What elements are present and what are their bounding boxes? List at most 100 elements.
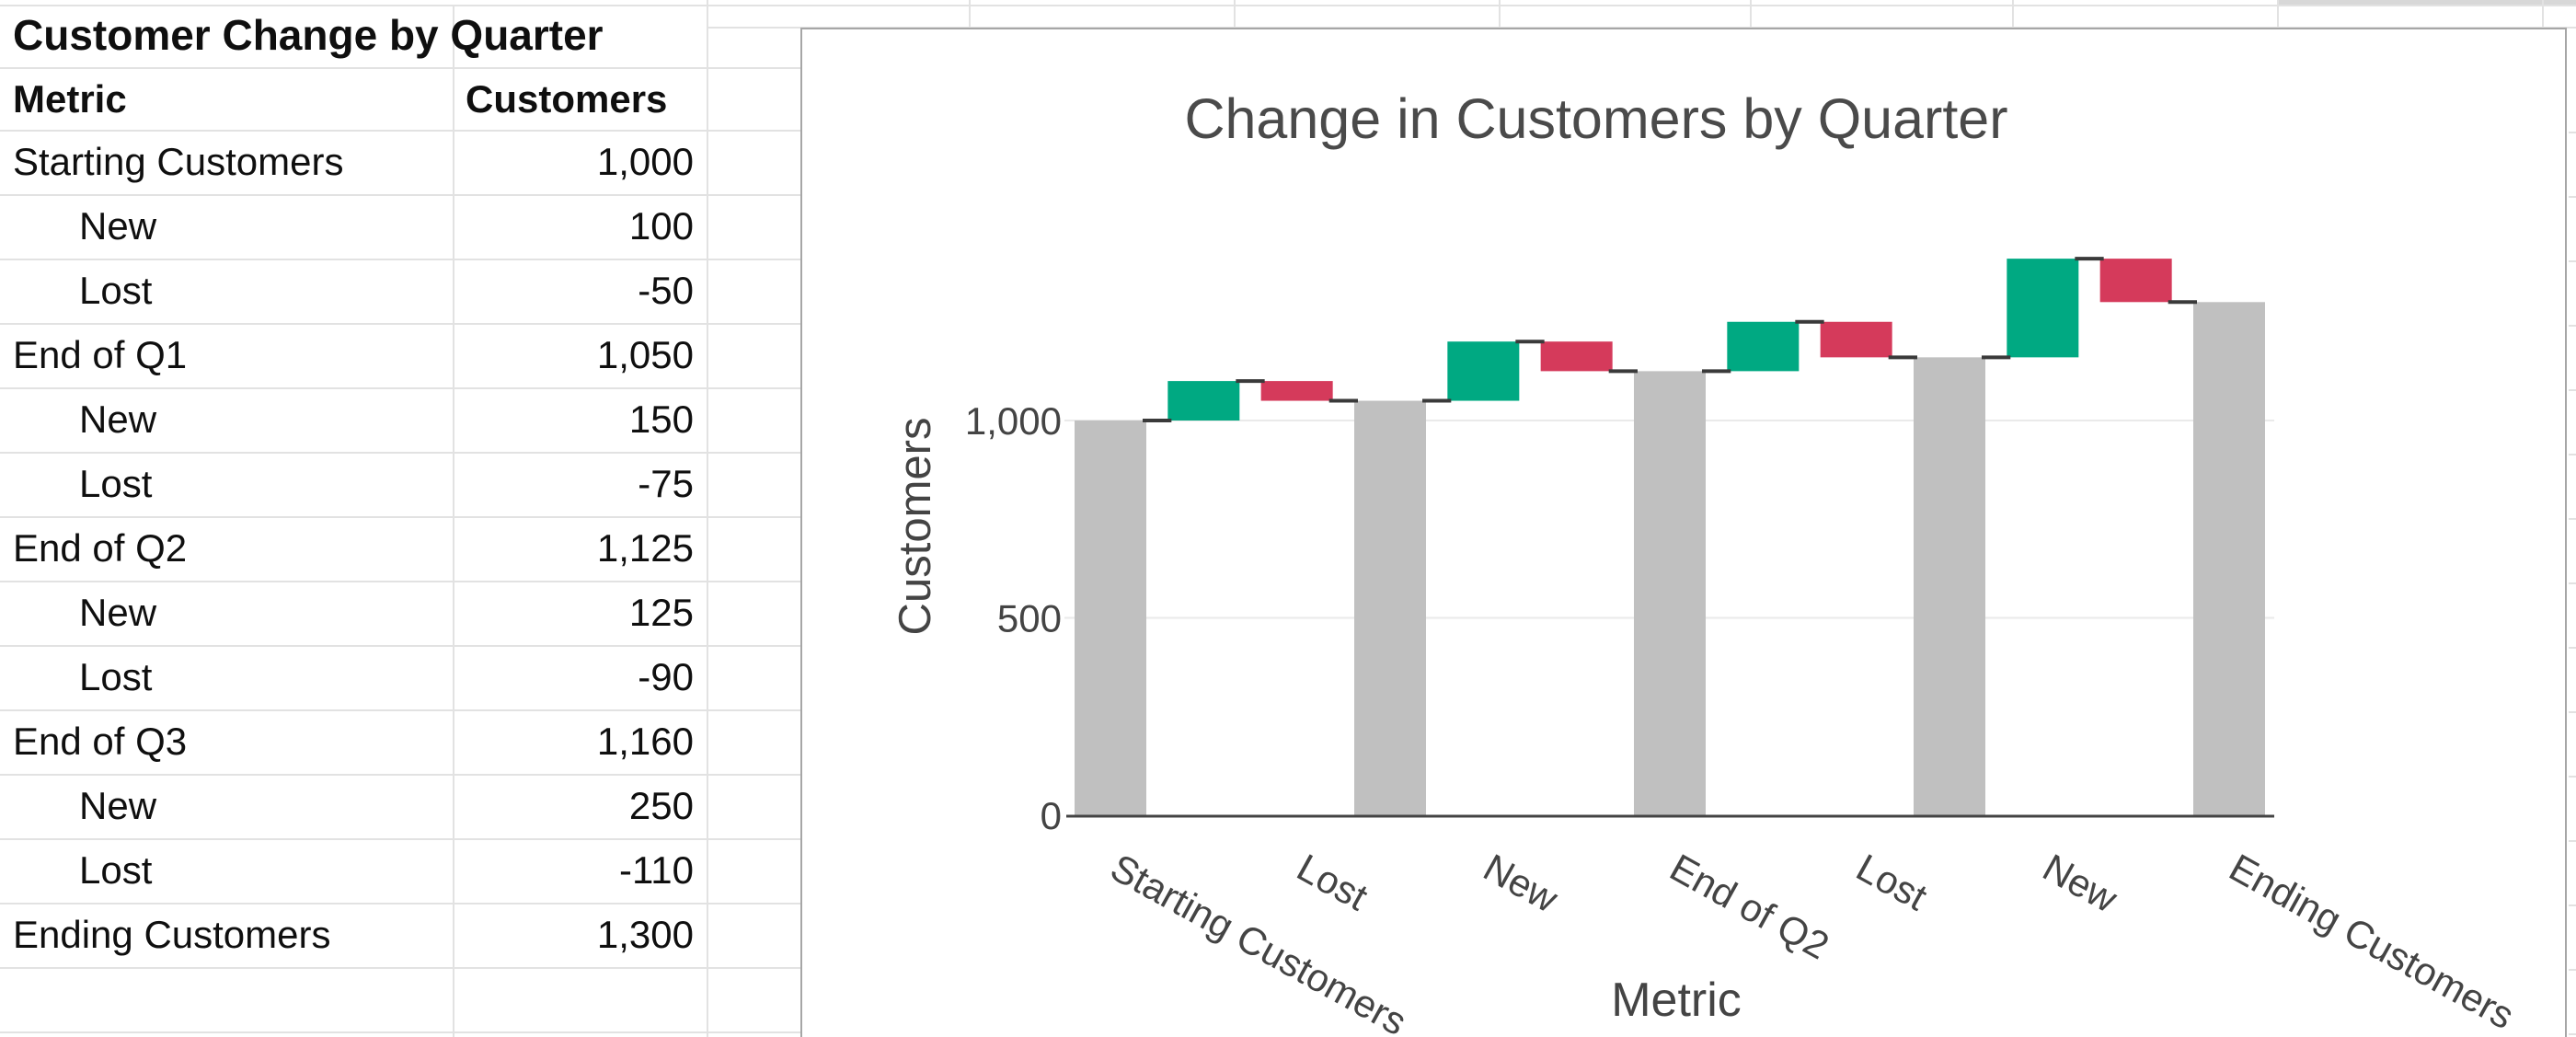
bar (2192, 302, 2265, 815)
sheet-gridline (2569, 969, 2576, 971)
sheet-gridline (2277, 0, 2576, 5)
sheet-gridline (2012, 0, 2014, 28)
sheet-gridline (2569, 518, 2576, 520)
value-cell[interactable]: 150 (628, 398, 694, 441)
sheet-gridline (2569, 132, 2576, 133)
sheet-gridline (2569, 711, 2576, 713)
metrics-table: Customer Change by Quarter Metric Custom… (0, 0, 802, 1037)
table-row[interactable]: Lost -110 (0, 840, 800, 904)
sheet-gridline (1499, 0, 1501, 28)
sheet-gridline (2569, 647, 2576, 649)
sheet-gridline (1750, 0, 1752, 28)
table-row[interactable]: End of Q3 1,160 (0, 711, 800, 776)
column-header-metric[interactable]: Metric (13, 77, 127, 121)
bar (1913, 357, 1985, 815)
bar (1633, 371, 1706, 815)
value-cell[interactable]: -110 (619, 848, 694, 892)
column-header-customers[interactable]: Customers (466, 77, 668, 121)
value-cell[interactable]: -75 (638, 462, 694, 505)
bar (2007, 259, 2079, 358)
metric-cell[interactable]: End of Q3 (13, 720, 188, 763)
chart-title: Change in Customers by Quarter (1184, 87, 2007, 150)
table-row[interactable]: Ending Customers 1,300 (0, 904, 800, 969)
sheet-gridline (2569, 196, 2576, 198)
metric-cell[interactable]: Ending Customers (13, 913, 331, 956)
bar (1353, 400, 1426, 815)
sheet-gridline (2542, 0, 2544, 28)
sheet-gridline (1234, 0, 1236, 28)
table-row[interactable]: End of Q1 1,050 (0, 325, 800, 389)
table-row[interactable]: Lost -75 (0, 454, 800, 518)
bar (1540, 341, 1613, 372)
table-row[interactable] (0, 969, 800, 1033)
metric-cell[interactable]: New (79, 398, 157, 441)
metric-cell[interactable]: Starting Customers (13, 140, 344, 183)
bar (2099, 259, 2172, 303)
y-tick-label: 0 (1041, 794, 1062, 837)
value-cell[interactable]: 100 (628, 204, 694, 248)
table-title-row[interactable]: Customer Change by Quarter (0, 5, 800, 69)
sheet-gridline (2569, 260, 2576, 262)
waterfall-connectors (1143, 257, 2197, 422)
table-row[interactable]: Lost -50 (0, 260, 800, 325)
value-cell[interactable]: 1,125 (596, 526, 694, 570)
sheet-gridline (2569, 389, 2576, 391)
value-cell[interactable]: -50 (638, 269, 694, 312)
metric-cell[interactable]: End of Q1 (13, 333, 188, 376)
waterfall-bars (1075, 259, 2265, 815)
metric-cell[interactable]: Lost (79, 462, 153, 505)
x-tick-label: New (2036, 846, 2125, 921)
table-row[interactable]: New 150 (0, 389, 800, 454)
sheet-gridline (2569, 776, 2576, 778)
table-row[interactable]: New 250 (0, 776, 800, 840)
table-row[interactable]: New 100 (0, 196, 800, 260)
y-tick-label: 500 (997, 597, 1062, 640)
sheet-gridline (2569, 840, 2576, 842)
sheet-gridline (2569, 582, 2576, 584)
metric-cell[interactable]: New (79, 784, 157, 827)
bar (1820, 321, 1892, 358)
bar (1447, 341, 1520, 401)
sheet-gridline (453, 5, 454, 1037)
sheet-gridline (2277, 0, 2279, 28)
value-cell[interactable]: 1,160 (596, 720, 694, 763)
table-row[interactable]: End of Q2 1,125 (0, 518, 800, 582)
value-cell[interactable]: -90 (638, 655, 694, 698)
x-tick-label: Lost (1849, 846, 1935, 919)
table-row[interactable]: Lost -90 (0, 647, 800, 711)
metric-cell[interactable]: Lost (79, 269, 153, 312)
metric-cell[interactable]: Lost (79, 848, 153, 892)
sheet-gridline (0, 5, 2576, 6)
bar (1260, 381, 1333, 401)
x-axis-title: Metric (1611, 974, 1742, 1027)
table-header-row[interactable]: Metric Customers (0, 69, 800, 132)
x-tick-label: Starting Customers (1104, 846, 1414, 1037)
waterfall-chart[interactable]: 0 500 1,000 Starting Customers Lost New End of… (800, 28, 2567, 1037)
x-tick-label: Ending Customers (2223, 846, 2522, 1037)
x-tick-label: New (1477, 846, 1566, 921)
value-cell[interactable]: 1,300 (596, 913, 694, 956)
metric-cell[interactable]: New (79, 591, 157, 634)
bar (1075, 421, 1146, 815)
value-cell[interactable]: 1,050 (596, 333, 694, 376)
metric-cell[interactable]: End of Q2 (13, 526, 188, 570)
value-cell[interactable]: 250 (628, 784, 694, 827)
y-axis-title: Customers (891, 418, 940, 636)
sheet-gridline (2569, 904, 2576, 906)
value-cell[interactable]: 125 (628, 591, 694, 634)
table-title[interactable]: Customer Change by Quarter (13, 11, 604, 59)
table-row[interactable]: Starting Customers 1,000 (0, 132, 800, 196)
bar (1167, 381, 1240, 421)
value-cell[interactable]: 1,000 (596, 140, 694, 183)
sheet-gridline (2569, 325, 2576, 327)
metric-cell[interactable]: New (79, 204, 157, 248)
sheet-gridline (2569, 1033, 2576, 1035)
y-tick-label: 1,000 (965, 399, 1062, 443)
bar (1727, 321, 1800, 372)
sheet-gridline (2569, 454, 2576, 455)
metric-cell[interactable]: Lost (79, 655, 153, 698)
table-row[interactable]: New 125 (0, 582, 800, 647)
sheet-gridline (707, 0, 708, 1037)
